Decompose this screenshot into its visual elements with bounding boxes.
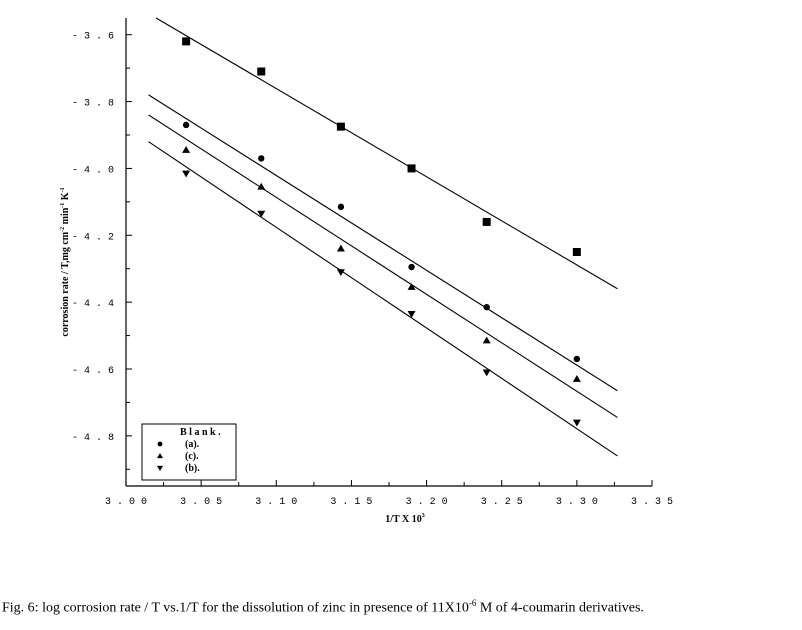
legend-marker: [157, 453, 163, 459]
data-point: [483, 303, 490, 311]
data-point: [482, 217, 491, 226]
y-tick-label: - 4 . 6: [72, 366, 114, 377]
legend-label: (c).: [185, 451, 199, 462]
legend-label: (a).: [185, 439, 200, 450]
y-axis-label-main: corrosion rate / T,mg cm: [60, 231, 71, 336]
data-point: [573, 355, 581, 363]
caption-suffix: M of 4-coumarin derivatives.: [476, 600, 644, 616]
data-point: [337, 203, 345, 211]
data-point: [182, 170, 191, 178]
data-point: [407, 311, 416, 318]
y-tick-label: - 4 . 2: [72, 232, 114, 243]
data-point: [257, 210, 266, 218]
data-point: [572, 375, 581, 382]
figure-caption: Fig. 6: log corrosion rate / T vs.1/T fo…: [2, 598, 800, 617]
data-point: [572, 419, 581, 427]
x-tick-label: 3 . 1 5: [330, 497, 372, 508]
fit-line: [148, 114, 618, 418]
caption-sup: -6: [468, 598, 477, 608]
y-axis-label-end: K: [60, 192, 71, 203]
y-axis-label-sup2: -1: [60, 203, 66, 208]
data-point: [407, 164, 416, 173]
data-point: [336, 244, 345, 252]
chart: - 3 . 6 - 3 . 8 - 4 . 0 - 4 . 2 - 4 . 4 - 4 .…: [60, 17, 673, 525]
data-point: [257, 67, 266, 76]
x-tick-label: 3 . 1 0: [255, 497, 297, 508]
legend-marker: [157, 465, 163, 471]
data-point: [482, 336, 491, 344]
x-tick-label: 3 . 3 5: [631, 497, 673, 508]
x-axis-label-sup: 3: [422, 513, 425, 519]
y-tick-label: - 4 . 0: [72, 165, 114, 176]
x-ticks: 3 . 0 0 3 . 0 5 3 . 1 0 3 . 1 5 3 . 2 0 3 . 2…: [105, 480, 673, 508]
y-axis-label-sup1: -2: [60, 227, 66, 232]
x-axis-label: 1/T X 103: [385, 513, 425, 525]
legend-items: B l a n k .(a).(c).(b).: [157, 427, 221, 474]
fit-line: [148, 141, 618, 457]
fit-lines: [148, 17, 618, 457]
y-tick-label: - 4 . 8: [72, 433, 114, 444]
data-point: [572, 248, 581, 256]
x-tick-label: 3 . 3 0: [556, 497, 598, 508]
caption-prefix: Fig. 6: log corrosion rate / T vs.1/T fo…: [2, 600, 469, 616]
legend: B l a n k .(a).(c).(b).: [141, 423, 237, 481]
data-point: [257, 182, 266, 190]
x-axis-label-main: 1/T X 10: [385, 514, 422, 525]
x-tick-label: 3 . 2 5: [481, 497, 523, 508]
data-point: [182, 37, 191, 46]
markers: [182, 37, 581, 427]
legend-label: B l a n k .: [180, 427, 221, 438]
x-tick-label: 3 . 0 5: [180, 497, 222, 508]
data-point: [182, 121, 190, 129]
legend-box: [141, 423, 237, 481]
y-tick-label: - 3 . 6: [72, 32, 114, 43]
y-tick-label: - 4 . 4: [72, 299, 114, 310]
data-point: [482, 369, 491, 377]
fit-line: [148, 94, 618, 392]
data-point: [182, 146, 191, 153]
y-ticks: - 3 . 6 - 3 . 8 - 4 . 0 - 4 . 2 - 4 . 4 - 4 .…: [72, 32, 132, 470]
x-tick-label: 3 . 0 0: [105, 497, 147, 508]
y-tick-label: - 3 . 8: [72, 99, 114, 110]
y-axis-label-sup3: -1: [60, 187, 66, 192]
fit-line: [155, 17, 618, 290]
data-point: [336, 269, 345, 277]
y-axis-label: corrosion rate / T,mg cm-2 min-1 K-1: [60, 187, 71, 336]
legend-label: (b).: [185, 463, 200, 474]
data-point: [408, 263, 415, 271]
x-tick-label: 3 . 2 0: [406, 497, 448, 508]
data-point: [258, 155, 265, 162]
data-point: [336, 122, 345, 131]
data-point: [407, 283, 416, 290]
legend-marker: [157, 441, 163, 447]
y-axis-label-mid: min: [60, 207, 71, 227]
